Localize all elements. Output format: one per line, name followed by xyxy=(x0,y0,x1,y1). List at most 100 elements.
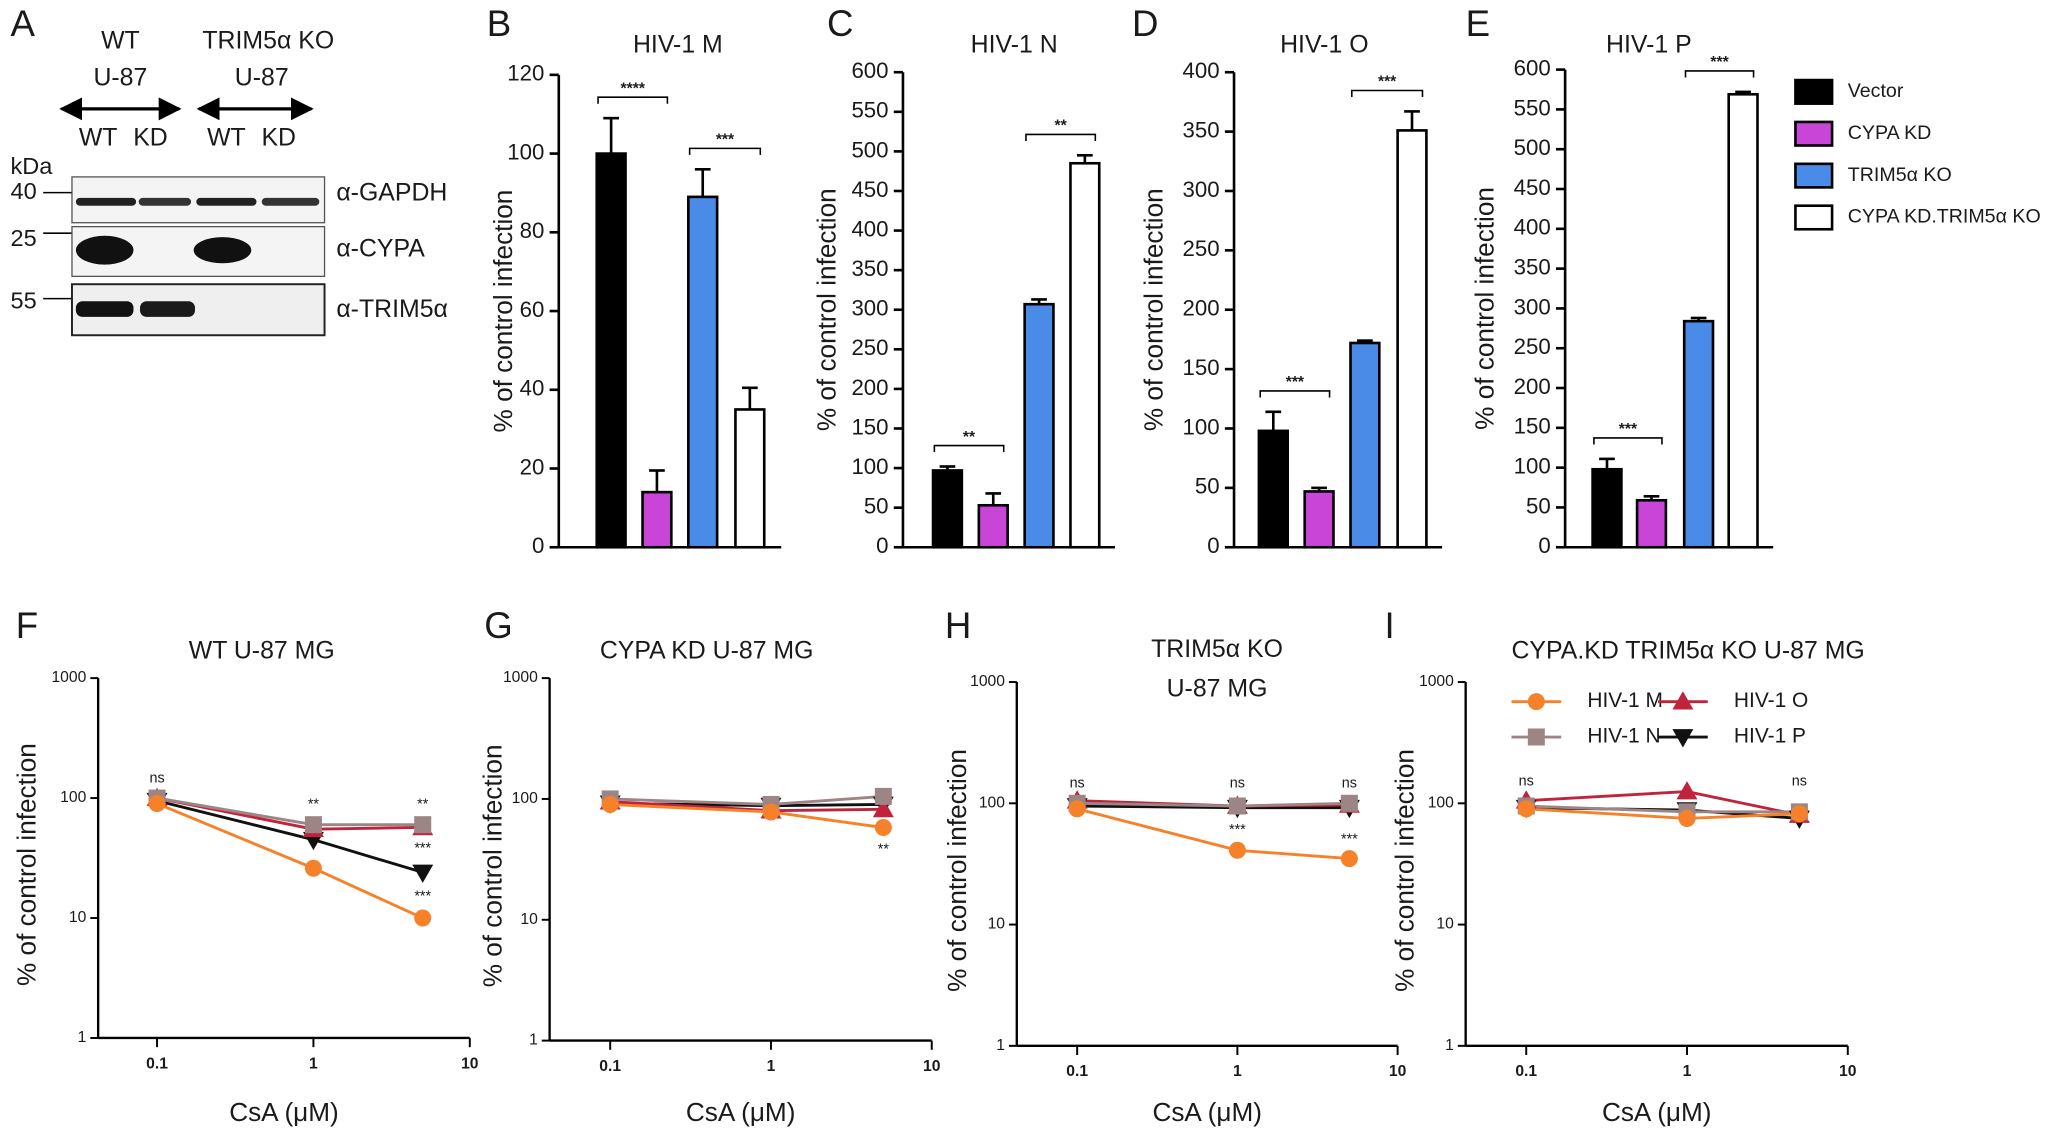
y-tick-label: 200 xyxy=(851,375,888,400)
x-tick-label: 10 xyxy=(461,1055,479,1072)
y-tick-label: 250 xyxy=(1183,236,1220,261)
y-tick-label: 50 xyxy=(1526,493,1551,518)
chart-title: CYPA KD U-87 MG xyxy=(600,637,814,665)
legend-swatch xyxy=(1794,78,1834,105)
bar xyxy=(1396,129,1428,549)
legend-label: CYPA KD.TRIM5α KO xyxy=(1848,206,2041,228)
x-tick-label: 0.1 xyxy=(1066,1063,1088,1080)
y-tick-label: 50 xyxy=(1195,474,1220,499)
blot-panel: A WT U-87 TRIM5α KO U-87 WT KD WT KD kDa… xyxy=(10,3,448,337)
series-line xyxy=(156,799,424,874)
significance-label: ** xyxy=(1055,118,1068,135)
significance-label: ns xyxy=(149,771,164,787)
bar xyxy=(595,152,627,549)
x-tick-label: 0.1 xyxy=(599,1058,621,1075)
x-tick-label: 0.1 xyxy=(1515,1063,1537,1080)
significance-label: ns xyxy=(1342,776,1357,792)
y-tick-label: 100 xyxy=(512,790,538,807)
chart-subtitle: U-87 MG xyxy=(1167,674,1268,702)
legend-marker xyxy=(1672,729,1694,748)
cell-label: U-87 xyxy=(235,63,289,91)
y-tick-label: 400 xyxy=(1514,215,1551,240)
legend-marker xyxy=(1527,728,1545,746)
y-tick-label: 1 xyxy=(996,1037,1005,1054)
x-tick-label: 0.1 xyxy=(146,1055,168,1072)
band xyxy=(75,197,137,206)
point xyxy=(414,816,432,834)
legend-marker xyxy=(1672,691,1694,710)
y-tick-label: 1 xyxy=(78,1029,87,1046)
line-chart: I CYPA.KD TRIM5α KO U-87 MG CsA (μM) % of c… xyxy=(1385,605,1865,1127)
y-tick-label: 300 xyxy=(1183,177,1220,202)
point xyxy=(762,803,780,821)
y-tick-label: 60 xyxy=(520,297,545,322)
y-tick-label: 400 xyxy=(851,216,888,241)
significance-label: *** xyxy=(1619,421,1638,438)
point xyxy=(1068,800,1086,818)
y-tick-label: 0 xyxy=(532,533,544,558)
y-tick-label: 0 xyxy=(1207,533,1219,558)
bar xyxy=(1257,429,1289,549)
significance-bracket xyxy=(933,444,1005,453)
y-axis-label: % of control infection xyxy=(488,190,518,433)
point xyxy=(1340,794,1358,812)
band xyxy=(138,197,192,206)
chart-title: WT U-87 MG xyxy=(189,637,335,665)
band xyxy=(196,197,257,206)
line-chart: G CYPA KD U-87 MG CsA (μM) % of control inf… xyxy=(478,605,941,1127)
bar-chart: B HIV-1 M % of control infection 0 20 40 60 80 1… xyxy=(487,3,782,558)
panel-letter: I xyxy=(1385,605,1395,646)
significance-label: ns xyxy=(1519,774,1534,790)
y-tick-label: 550 xyxy=(1514,95,1551,120)
band xyxy=(75,301,134,317)
significance-bracket xyxy=(1684,70,1755,78)
point xyxy=(304,816,322,834)
x-tick-label: 1 xyxy=(309,1055,318,1072)
x-tick-label: 1 xyxy=(1683,1063,1692,1080)
band xyxy=(261,197,320,206)
significance-bracket xyxy=(1351,89,1424,98)
x-axis-label: CsA (μM) xyxy=(229,1097,339,1127)
y-tick-label: 250 xyxy=(851,335,888,360)
legend-label: CYPA KD xyxy=(1848,122,1932,144)
y-tick-label: 1000 xyxy=(1419,673,1454,690)
bar xyxy=(1682,319,1715,549)
x-axis-label: CsA (μM) xyxy=(1152,1097,1262,1127)
y-tick-label: 250 xyxy=(1514,334,1551,359)
bar xyxy=(1349,341,1381,549)
x-tick-label: 10 xyxy=(923,1058,941,1075)
x-tick-label: 10 xyxy=(1389,1063,1407,1080)
y-tick-label: 500 xyxy=(851,137,888,162)
y-tick-label: 450 xyxy=(851,177,888,202)
point xyxy=(414,909,432,927)
bar-chart: E HIV-1 P % of control infection 0 50 100 150 2… xyxy=(1466,3,2041,558)
significance-label: ns xyxy=(1070,776,1085,792)
significance-label: ** xyxy=(963,429,976,446)
band xyxy=(193,237,252,264)
bar xyxy=(641,490,673,549)
point xyxy=(1790,805,1808,823)
significance-label: *** xyxy=(1229,822,1246,838)
bar xyxy=(1635,498,1668,549)
y-tick-label: 40 xyxy=(520,376,545,401)
point xyxy=(1228,841,1246,859)
group-label: TRIM5α KO xyxy=(202,27,334,55)
y-tick-label: 350 xyxy=(851,256,888,281)
antibody-label: α-GAPDH xyxy=(336,178,447,206)
line-chart: H TRIM5α KO U-87 MG CsA (μM) % of control in… xyxy=(942,605,1406,1127)
significance-bracket xyxy=(597,96,669,104)
bar-chart: C HIV-1 N % of control infection 0 50 100 150 2… xyxy=(811,3,1115,558)
y-tick-label: 1 xyxy=(1445,1037,1454,1054)
marker-label: 40 xyxy=(10,178,36,204)
legend-label: TRIM5α KO xyxy=(1848,164,1952,186)
x-tick-label: 10 xyxy=(1839,1063,1857,1080)
significance-label: *** xyxy=(1378,74,1397,91)
y-tick-label: 400 xyxy=(1183,58,1220,83)
panel-letter: B xyxy=(487,3,511,44)
significance-label: ns xyxy=(1792,774,1807,790)
marker-label: 55 xyxy=(10,288,36,314)
bar xyxy=(1591,467,1623,549)
y-tick-label: 350 xyxy=(1514,255,1551,280)
